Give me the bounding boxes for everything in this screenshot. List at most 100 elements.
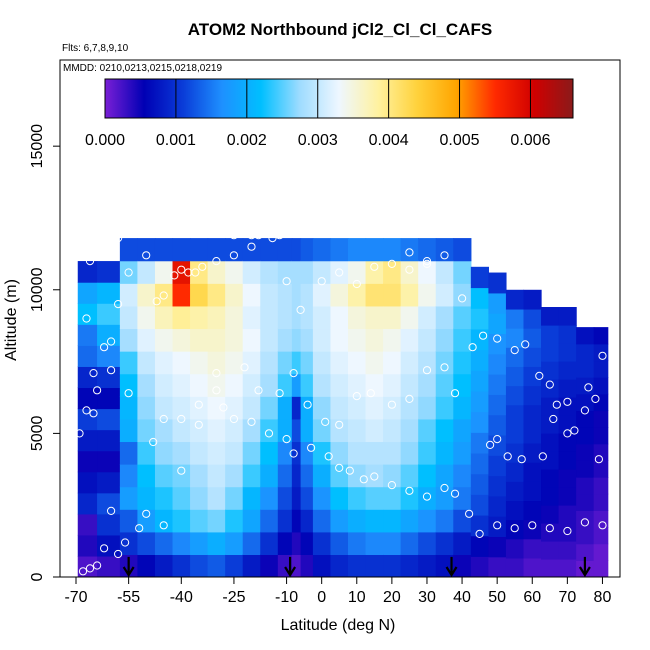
field-cell (593, 327, 609, 345)
sample-point (345, 466, 354, 475)
field-cell (330, 305, 349, 330)
field-cell (300, 441, 314, 465)
field-cell (137, 531, 156, 555)
field-cell (137, 464, 156, 488)
field-cell (77, 408, 98, 431)
field-cell (383, 554, 402, 577)
field-cell (172, 441, 191, 465)
field-cell (154, 305, 174, 330)
field-cell (225, 441, 244, 465)
sample-points (75, 228, 607, 576)
field-cell (260, 464, 279, 488)
field-cell (505, 289, 525, 310)
field-cell (541, 487, 560, 506)
field-cell (593, 477, 609, 495)
x-axis: -70 -55 -40 -25 -10 0 10 20 30 40 50 60 70 80 (64, 577, 611, 606)
field-cell (418, 396, 437, 420)
field-cell (365, 531, 384, 555)
field-cell (576, 443, 595, 461)
sample-point (107, 337, 116, 346)
field-cell (154, 486, 174, 510)
field-cell (541, 361, 560, 380)
field-cell (154, 418, 174, 443)
field-cell (242, 531, 261, 555)
field-cell (576, 543, 595, 561)
sample-point (450, 389, 460, 398)
field-cell (541, 307, 560, 326)
field-cell (225, 554, 244, 577)
sample-point (440, 483, 449, 493)
sample-point (475, 529, 484, 539)
field-cell (348, 396, 367, 420)
field-cell (330, 373, 349, 397)
field-cell (119, 238, 139, 262)
field-cell (488, 353, 507, 375)
field-cell (523, 423, 542, 444)
field-cell (505, 366, 525, 387)
sample-point (563, 429, 572, 438)
field-cell (300, 554, 314, 577)
sample-point (75, 429, 84, 438)
field-cell (312, 396, 332, 420)
field-cell (470, 308, 489, 330)
field-cell (488, 434, 507, 456)
field-cell (505, 423, 525, 444)
field-cell (330, 283, 349, 307)
field-cell (488, 455, 507, 477)
flight-marker-head (284, 566, 297, 578)
field-cell (488, 333, 507, 355)
field-cell (207, 351, 226, 375)
field-cell (300, 464, 314, 488)
field-cell (277, 373, 293, 397)
field-cell (242, 373, 261, 397)
sample-point (468, 343, 477, 352)
sample-point (422, 259, 432, 268)
field-cell (300, 509, 314, 533)
field-cell (453, 373, 472, 397)
field-cell (312, 509, 332, 533)
field-cell (383, 441, 402, 465)
field-cell (558, 505, 577, 524)
field-cell (400, 373, 419, 397)
field-cell (291, 328, 302, 352)
sample-point (229, 251, 238, 260)
sample-point (570, 426, 579, 435)
field-cell (558, 487, 577, 506)
field-cell (541, 397, 560, 416)
field-cell (470, 494, 489, 516)
x-tick-label: 40 (453, 589, 471, 606)
field-cell (172, 396, 191, 420)
field-cell (365, 464, 384, 488)
field-cell (225, 486, 244, 510)
field-cell (242, 328, 261, 352)
field-cell (576, 460, 595, 478)
field-cell (97, 513, 121, 536)
sample-point (321, 417, 330, 426)
field-cell (77, 282, 98, 304)
field-cell (418, 531, 437, 555)
field-cell (260, 531, 279, 555)
field-cell (119, 260, 139, 284)
field-cell (190, 464, 209, 488)
field-cell (330, 486, 349, 510)
field-cell (330, 260, 349, 284)
colorbar-tick-label: 0.003 (298, 132, 338, 149)
sample-point (282, 435, 291, 444)
sample-point (114, 300, 123, 309)
field-cell (225, 238, 244, 262)
field-cell (137, 351, 156, 375)
field-cell (435, 531, 454, 555)
sample-point (366, 389, 375, 398)
sample-point (405, 265, 414, 274)
field-cell (541, 541, 560, 560)
field-cell (435, 373, 454, 397)
field-cell (593, 393, 609, 412)
field-cell (242, 351, 261, 375)
field-cell (330, 441, 349, 465)
sample-point (142, 509, 151, 518)
field-cell (172, 418, 191, 443)
field-cell (119, 305, 139, 330)
sample-point (352, 392, 361, 401)
field-cell (365, 238, 384, 262)
